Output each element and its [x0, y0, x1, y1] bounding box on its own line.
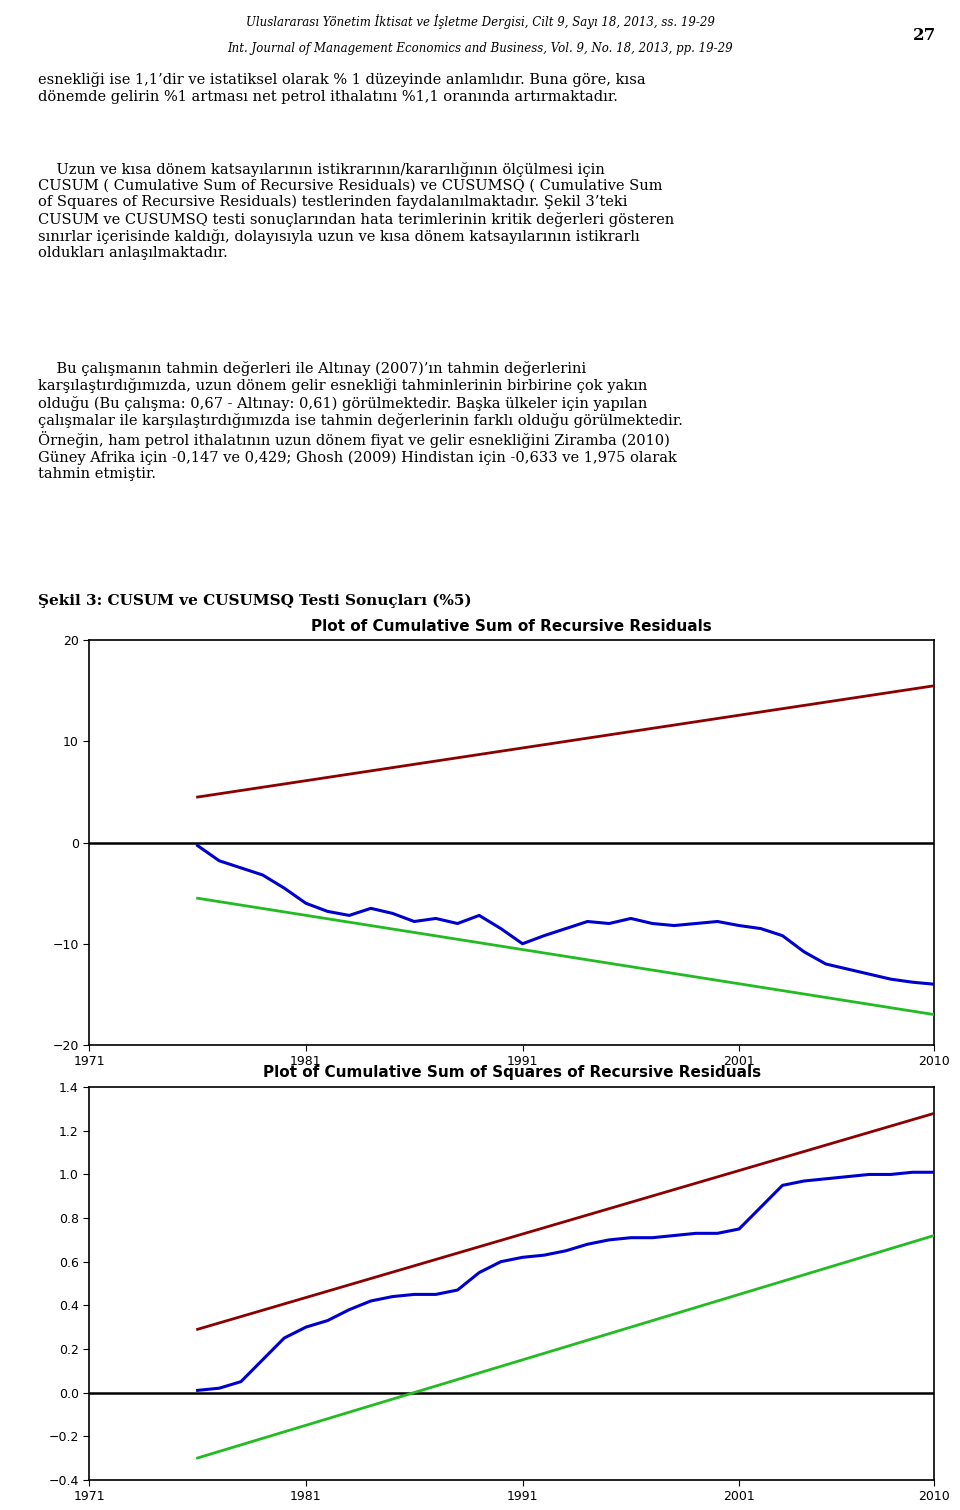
Text: Int. Journal of Management Economics and Business, Vol. 9, No. 18, 2013, pp. 19-: Int. Journal of Management Economics and… — [228, 42, 732, 56]
Title: Plot of Cumulative Sum of Squares of Recursive Residuals: Plot of Cumulative Sum of Squares of Rec… — [263, 1066, 760, 1081]
Text: Uzun ve kısa dönem katsayılarının istikrarının/kararılığının ölçülmesi için
CUSU: Uzun ve kısa dönem katsayılarının istikr… — [38, 162, 675, 260]
Text: esnekliği ise 1,1’dir ve istatiksel olarak % 1 düzeyinde anlamlıdır. Buna göre, : esnekliği ise 1,1’dir ve istatiksel olar… — [38, 72, 646, 104]
Text: Uluslararası Yönetim İktisat ve İşletme Dergisi, Cilt 9, Sayı 18, 2013, ss. 19-2: Uluslararası Yönetim İktisat ve İşletme … — [246, 15, 714, 29]
Text: 27: 27 — [913, 27, 936, 44]
Title: Plot of Cumulative Sum of Recursive Residuals: Plot of Cumulative Sum of Recursive Resi… — [311, 619, 712, 634]
Text: Bu çalışmanın tahmin değerleri ile Altınay (2007)’ın tahmin değerlerini
karşılaş: Bu çalışmanın tahmin değerleri ile Altın… — [38, 361, 684, 480]
Text: Şekil 3: CUSUM ve CUSUMSQ Testi Sonuçları (%5): Şekil 3: CUSUM ve CUSUMSQ Testi Sonuçlar… — [38, 593, 472, 609]
